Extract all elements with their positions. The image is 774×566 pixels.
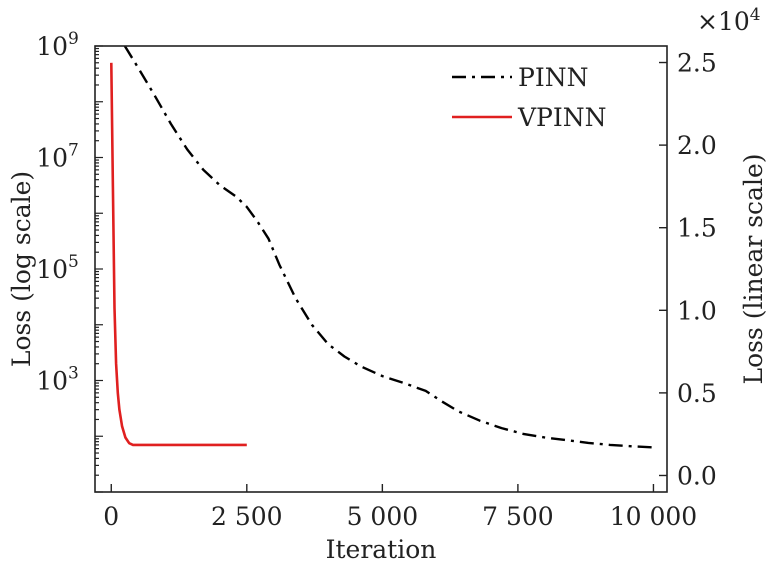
series-line-vpinn	[110, 62, 247, 447]
legend-label-pinn: PINN	[518, 63, 588, 92]
y-left-tick-exp: 5	[68, 252, 79, 272]
x-axis-title: Iteration	[326, 535, 437, 564]
y-right-tick-label: 1.0	[677, 296, 717, 325]
series-layer	[110, 46, 654, 449]
y-left-tick-exp: 3	[68, 364, 79, 384]
x-tick-label: 2 500	[211, 502, 283, 531]
y-axis-left-title: Loss (log scale)	[7, 171, 36, 367]
y-right-tick-label: 2.0	[677, 131, 717, 160]
legend-label-vpinn: VPINN	[517, 103, 607, 132]
y-left-tick-label: 10	[36, 32, 68, 61]
y-right-tick-label: 1.5	[677, 214, 717, 243]
y-left-tick-label: 10	[36, 144, 68, 173]
x-tick-label: 7 500	[482, 502, 554, 531]
series-line-pinn	[123, 46, 654, 449]
x-tick-label: 10 000	[610, 502, 697, 531]
legend: PINN VPINN	[452, 63, 607, 132]
y-right-tick-label: 2.5	[677, 49, 717, 78]
y-left-tick-label: 10	[36, 255, 68, 284]
x-tick-label: 0	[103, 502, 119, 531]
y-axis-right-title: Loss (linear scale)	[739, 154, 768, 385]
right-axis-multiplier-exp: 4	[750, 5, 761, 25]
y-left-tick-exp: 9	[68, 29, 79, 49]
right-axis-multiplier-base: ×10	[697, 7, 750, 36]
y-left-tick-exp: 7	[68, 141, 79, 161]
y-right-tick-label: 0.5	[677, 379, 717, 408]
right-axis-multiplier: ×104	[697, 5, 761, 36]
y-left-tick-label: 10	[36, 367, 68, 396]
x-tick-label: 5 000	[347, 502, 419, 531]
ticks-layer	[95, 45, 667, 493]
y-right-tick-label: 0.0	[677, 461, 717, 490]
